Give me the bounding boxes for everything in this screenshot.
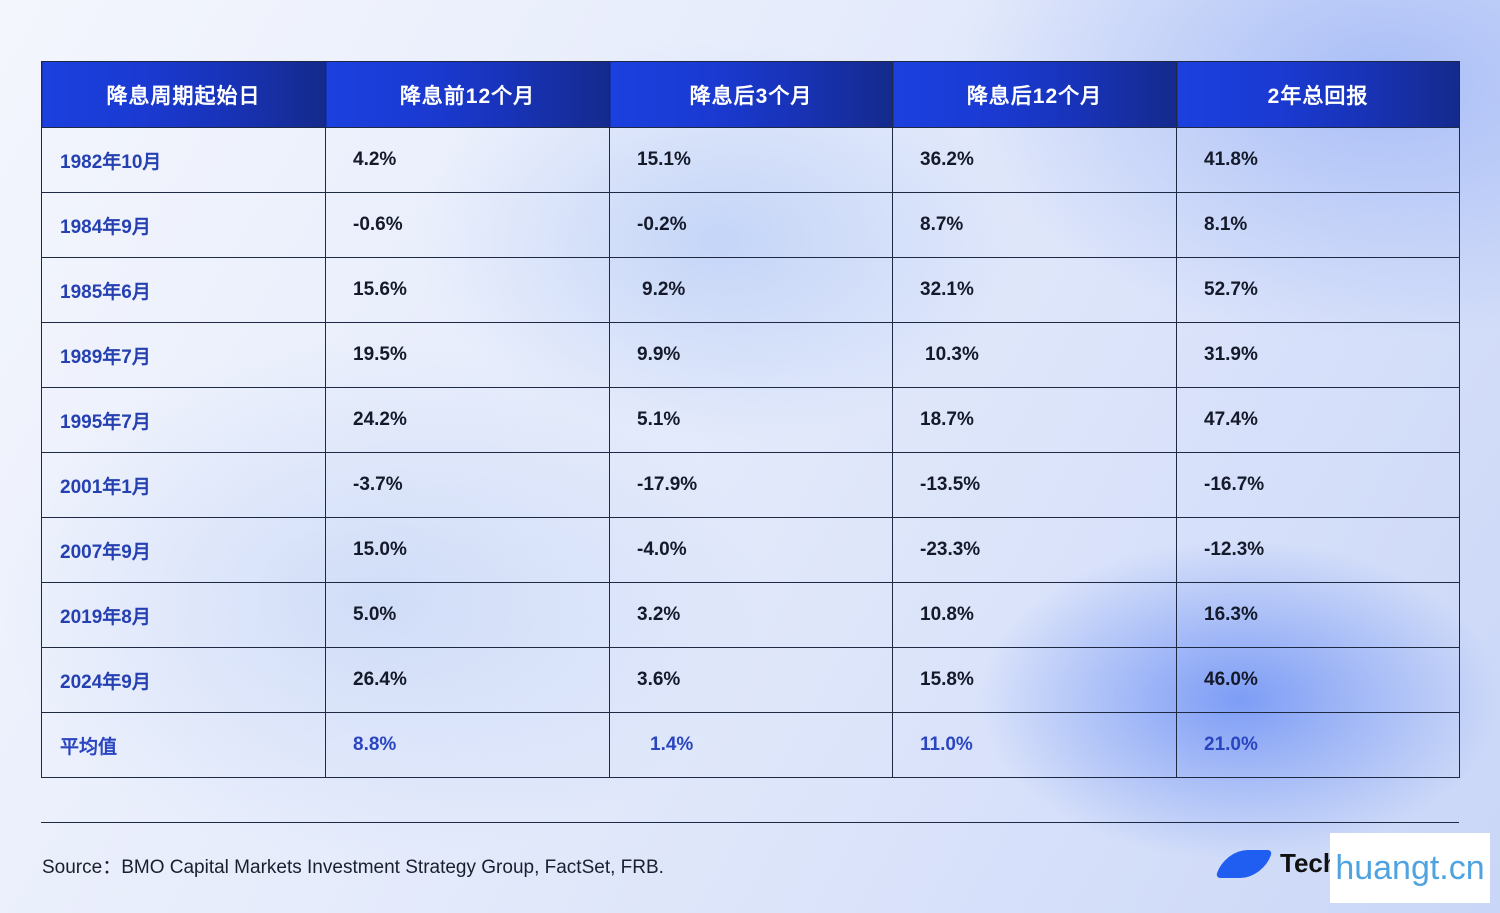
cycle-start-date: 2001年1月 <box>41 452 326 518</box>
cycle-start-date: 1982年10月 <box>41 127 326 193</box>
cycle-start-date: 1995年7月 <box>41 387 326 453</box>
source-note: Source：BMO Capital Markets Investment St… <box>42 857 664 878</box>
table-row: 2019年8月 5.0% 3.2% 10.8% 16.3% <box>41 582 1460 648</box>
table-row: 2001年1月 -3.7% -17.9% -13.5% -16.7% <box>41 452 1460 518</box>
return-3m-after: 9.2% <box>609 257 893 323</box>
return-2y-total: 16.3% <box>1176 582 1460 648</box>
table-row: 2024年9月 26.4% 3.6% 15.8% 46.0% <box>41 647 1460 713</box>
table-row: 1982年10月 4.2% 15.1% 36.2% 41.8% <box>41 127 1460 193</box>
return-12m-before: 26.4% <box>325 647 610 713</box>
brand-name: Tech <box>1280 848 1339 878</box>
return-12m-after: 10.8% <box>892 582 1177 648</box>
return-3m-after: 15.1% <box>609 127 893 193</box>
table-header-row: 降息周期起始日 降息前12个月 降息后3个月 降息后12个月 2年总回报 <box>41 61 1460 128</box>
table-row: 1985年6月 15.6% 9.2% 32.1% 52.7% <box>41 257 1460 323</box>
cycle-start-date: 1989年7月 <box>41 322 326 388</box>
return-12m-before: -3.7% <box>325 452 610 518</box>
return-12m-after: 18.7% <box>892 387 1177 453</box>
return-3m-after: 3.6% <box>609 647 893 713</box>
return-12m-after: 10.3% <box>892 322 1177 388</box>
table-row: 1995年7月 24.2% 5.1% 18.7% 47.4% <box>41 387 1460 453</box>
header-12m-after: 降息后12个月 <box>892 61 1177 128</box>
return-3m-after: 5.1% <box>609 387 893 453</box>
return-2y-total: 8.1% <box>1176 192 1460 258</box>
return-2y-total: 52.7% <box>1176 257 1460 323</box>
return-2y-total: 31.9% <box>1176 322 1460 388</box>
return-3m-after: -4.0% <box>609 517 893 583</box>
return-12m-before: 24.2% <box>325 387 610 453</box>
header-3m-after: 降息后3个月 <box>609 61 893 128</box>
return-3m-after: 3.2% <box>609 582 893 648</box>
return-12m-after: 36.2% <box>892 127 1177 193</box>
footer-divider <box>41 822 1459 823</box>
return-2y-total: 47.4% <box>1176 387 1460 453</box>
return-2y-total: 41.8% <box>1176 127 1460 193</box>
return-2y-total: -12.3% <box>1176 517 1460 583</box>
average-3m-after: 1.4% <box>609 712 893 778</box>
average-label: 平均值 <box>41 712 326 778</box>
returns-table-container: 降息周期起始日 降息前12个月 降息后3个月 降息后12个月 2年总回报 198… <box>41 61 1460 778</box>
return-2y-total: -16.7% <box>1176 452 1460 518</box>
brand-logo: Tech <box>1215 848 1339 879</box>
return-12m-before: 4.2% <box>325 127 610 193</box>
header-cycle-start: 降息周期起始日 <box>41 61 326 128</box>
average-12m-after: 11.0% <box>892 712 1177 778</box>
return-2y-total: 46.0% <box>1176 647 1460 713</box>
return-12m-before: 15.6% <box>325 257 610 323</box>
average-2y-total: 21.0% <box>1176 712 1460 778</box>
cycle-start-date: 2007年9月 <box>41 517 326 583</box>
return-3m-after: 9.9% <box>609 322 893 388</box>
average-12m-before: 8.8% <box>325 712 610 778</box>
return-12m-before: 19.5% <box>325 322 610 388</box>
return-12m-after: 32.1% <box>892 257 1177 323</box>
average-row: 平均值 8.8% 1.4% 11.0% 21.0% <box>41 712 1460 778</box>
rate-cut-returns-table: 降息周期起始日 降息前12个月 降息后3个月 降息后12个月 2年总回报 198… <box>41 61 1460 778</box>
return-12m-before: -0.6% <box>325 192 610 258</box>
return-12m-before: 5.0% <box>325 582 610 648</box>
watermark-text: huangt.cn <box>1335 848 1485 887</box>
cycle-start-date: 2019年8月 <box>41 582 326 648</box>
cycle-start-date: 1984年9月 <box>41 192 326 258</box>
leaf-logo-icon <box>1215 849 1273 878</box>
return-12m-before: 15.0% <box>325 517 610 583</box>
return-3m-after: -0.2% <box>609 192 893 258</box>
header-2y-total: 2年总回报 <box>1176 61 1460 128</box>
header-12m-before: 降息前12个月 <box>325 61 610 128</box>
return-12m-after: 15.8% <box>892 647 1177 713</box>
cycle-start-date: 2024年9月 <box>41 647 326 713</box>
watermark-box: huangt.cn <box>1330 833 1490 903</box>
table-row: 1989年7月 19.5% 9.9% 10.3% 31.9% <box>41 322 1460 388</box>
return-3m-after: -17.9% <box>609 452 893 518</box>
table-row: 2007年9月 15.0% -4.0% -23.3% -12.3% <box>41 517 1460 583</box>
cycle-start-date: 1985年6月 <box>41 257 326 323</box>
return-12m-after: -23.3% <box>892 517 1177 583</box>
return-12m-after: 8.7% <box>892 192 1177 258</box>
table-row: 1984年9月 -0.6% -0.2% 8.7% 8.1% <box>41 192 1460 258</box>
return-12m-after: -13.5% <box>892 452 1177 518</box>
